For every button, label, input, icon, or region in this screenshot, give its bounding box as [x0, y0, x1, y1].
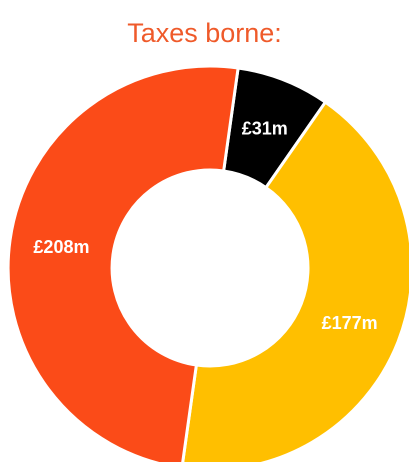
slice-label-0: £31m: [242, 118, 288, 138]
slice-label-1: £177m: [322, 313, 378, 333]
slice-label-2: £208m: [33, 237, 89, 257]
slices-layer: [8, 66, 409, 462]
